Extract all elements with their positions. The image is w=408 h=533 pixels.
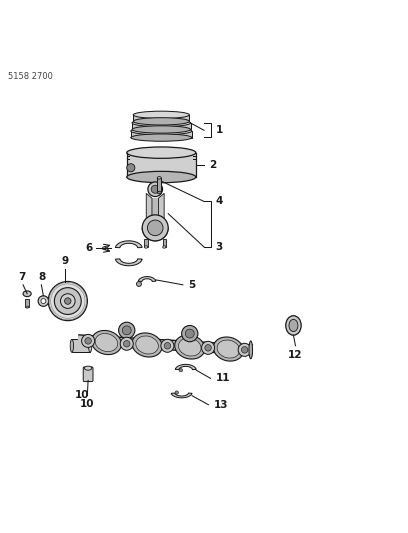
Text: 10: 10: [80, 399, 95, 409]
Text: 5: 5: [188, 280, 195, 290]
Ellipse shape: [213, 337, 244, 361]
Text: 8: 8: [38, 271, 46, 281]
Ellipse shape: [157, 191, 161, 193]
Text: 11: 11: [215, 373, 230, 383]
FancyBboxPatch shape: [127, 152, 196, 177]
Ellipse shape: [127, 171, 196, 183]
Text: 5158 2700: 5158 2700: [8, 72, 53, 81]
Ellipse shape: [23, 291, 31, 296]
Ellipse shape: [84, 366, 92, 370]
Circle shape: [161, 340, 174, 352]
Circle shape: [182, 326, 198, 342]
Circle shape: [202, 341, 215, 354]
Circle shape: [85, 338, 91, 344]
Circle shape: [119, 322, 135, 338]
Polygon shape: [175, 365, 196, 369]
Circle shape: [48, 281, 87, 320]
Ellipse shape: [70, 340, 73, 352]
Text: 2: 2: [209, 160, 216, 170]
Polygon shape: [115, 241, 142, 248]
Ellipse shape: [178, 338, 201, 356]
Ellipse shape: [133, 118, 189, 125]
Ellipse shape: [286, 316, 301, 335]
FancyBboxPatch shape: [157, 178, 161, 192]
Text: 3: 3: [215, 242, 223, 252]
Polygon shape: [171, 393, 192, 398]
Ellipse shape: [157, 176, 161, 179]
Ellipse shape: [131, 134, 192, 141]
Circle shape: [164, 343, 171, 349]
Circle shape: [120, 337, 133, 350]
Circle shape: [41, 298, 46, 303]
Ellipse shape: [131, 127, 192, 135]
Text: 13: 13: [213, 400, 228, 410]
Text: 9: 9: [62, 256, 69, 266]
Polygon shape: [115, 259, 142, 266]
Circle shape: [38, 296, 49, 306]
Text: 7: 7: [18, 271, 26, 281]
Circle shape: [175, 391, 178, 394]
Ellipse shape: [132, 119, 191, 127]
Ellipse shape: [249, 341, 253, 359]
Circle shape: [60, 294, 75, 309]
Circle shape: [238, 343, 251, 357]
Text: 6: 6: [86, 243, 93, 253]
Circle shape: [147, 220, 163, 236]
Circle shape: [54, 288, 81, 314]
Ellipse shape: [89, 340, 92, 352]
Circle shape: [124, 341, 130, 347]
Text: 4: 4: [215, 197, 223, 206]
Ellipse shape: [127, 147, 196, 158]
Polygon shape: [146, 193, 152, 224]
Polygon shape: [142, 228, 168, 241]
Ellipse shape: [25, 306, 29, 308]
Ellipse shape: [217, 340, 239, 358]
Circle shape: [142, 215, 168, 241]
Circle shape: [82, 334, 95, 348]
FancyBboxPatch shape: [83, 367, 93, 382]
Ellipse shape: [95, 334, 118, 352]
FancyBboxPatch shape: [163, 239, 166, 247]
Ellipse shape: [144, 246, 148, 248]
Circle shape: [64, 298, 71, 304]
Polygon shape: [152, 198, 158, 219]
Circle shape: [137, 281, 142, 286]
Ellipse shape: [175, 335, 205, 359]
Text: 12: 12: [288, 350, 303, 360]
FancyBboxPatch shape: [133, 115, 189, 122]
Circle shape: [205, 344, 211, 351]
FancyBboxPatch shape: [131, 131, 192, 138]
Ellipse shape: [163, 246, 166, 248]
Ellipse shape: [132, 126, 191, 133]
Circle shape: [127, 164, 135, 172]
Ellipse shape: [136, 336, 158, 354]
Ellipse shape: [91, 330, 122, 354]
Circle shape: [185, 329, 194, 338]
Polygon shape: [138, 277, 156, 281]
Circle shape: [242, 346, 248, 353]
Ellipse shape: [289, 319, 298, 332]
Text: 10: 10: [75, 390, 90, 400]
Circle shape: [122, 326, 131, 335]
Circle shape: [151, 185, 159, 193]
Circle shape: [148, 182, 162, 197]
Ellipse shape: [133, 111, 189, 118]
Text: 1: 1: [215, 125, 223, 135]
Circle shape: [179, 368, 182, 372]
FancyBboxPatch shape: [25, 299, 29, 307]
Polygon shape: [158, 193, 164, 224]
FancyBboxPatch shape: [132, 123, 191, 130]
FancyBboxPatch shape: [72, 340, 90, 352]
FancyBboxPatch shape: [144, 239, 148, 247]
Ellipse shape: [132, 333, 162, 357]
